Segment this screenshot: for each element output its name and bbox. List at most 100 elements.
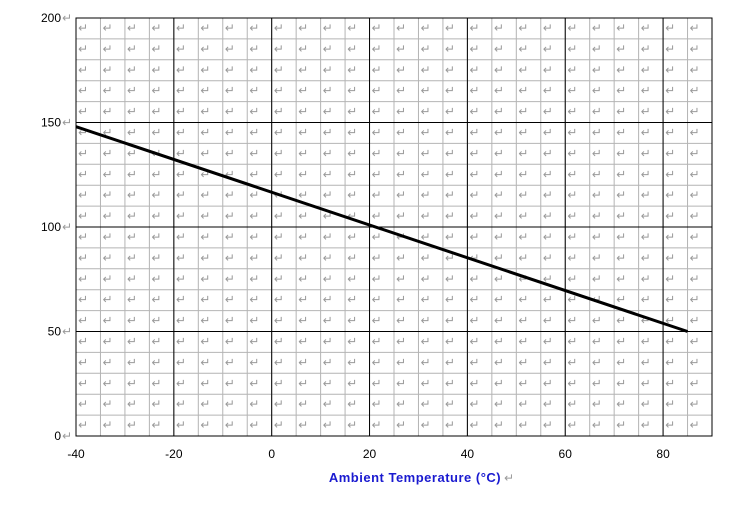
paragraph-mark: ↵ <box>690 230 700 244</box>
paragraph-mark: ↵ <box>494 105 504 119</box>
paragraph-mark: ↵ <box>543 42 553 56</box>
paragraph-mark: ↵ <box>641 376 651 390</box>
paragraph-mark: ↵ <box>396 376 406 390</box>
paragraph-mark: ↵ <box>543 355 553 369</box>
paragraph-mark: ↵ <box>641 63 651 77</box>
paragraph-mark: ↵ <box>616 42 626 56</box>
paragraph-mark: ↵ <box>567 63 577 77</box>
y-tick-label: 200 <box>41 11 61 25</box>
paragraph-mark: ↵ <box>469 167 479 181</box>
paragraph-mark: ↵ <box>78 21 88 35</box>
paragraph-mark: ↵ <box>543 167 553 181</box>
paragraph-mark: ↵ <box>274 42 284 56</box>
paragraph-mark: ↵ <box>665 167 675 181</box>
paragraph-mark: ↵ <box>176 376 186 390</box>
paragraph-mark: ↵ <box>102 314 112 328</box>
paragraph-mark: ↵ <box>665 42 675 56</box>
paragraph-mark: ↵ <box>641 293 651 307</box>
paragraph-mark: ↵ <box>102 188 112 202</box>
paragraph-mark: ↵ <box>200 42 210 56</box>
paragraph-mark: ↵ <box>372 126 382 140</box>
paragraph-mark: ↵ <box>347 397 357 411</box>
paragraph-mark: ↵ <box>420 314 430 328</box>
paragraph-mark: ↵ <box>494 63 504 77</box>
paragraph-mark: ↵ <box>396 397 406 411</box>
paragraph-mark: ↵ <box>518 42 528 56</box>
paragraph-mark: ↵ <box>690 355 700 369</box>
paragraph-mark: ↵ <box>592 272 602 286</box>
paragraph-mark: ↵ <box>396 105 406 119</box>
paragraph-mark: ↵ <box>323 293 333 307</box>
paragraph-mark: ↵ <box>200 293 210 307</box>
paragraph-mark: ↵ <box>445 84 455 98</box>
paragraph-mark: ↵ <box>298 418 308 432</box>
paragraph-mark: ↵ <box>592 397 602 411</box>
paragraph-mark: ↵ <box>102 397 112 411</box>
paragraph-mark: ↵ <box>274 293 284 307</box>
paragraph-mark: ↵ <box>102 376 112 390</box>
paragraph-mark: ↵ <box>518 397 528 411</box>
paragraph-mark: ↵ <box>151 42 161 56</box>
paragraph-mark: ↵ <box>249 209 259 223</box>
y-tick-label: 100 <box>41 220 61 234</box>
paragraph-mark: ↵ <box>78 376 88 390</box>
paragraph-mark: ↵ <box>225 84 235 98</box>
paragraph-mark: ↵ <box>274 230 284 244</box>
paragraph-mark: ↵ <box>176 188 186 202</box>
paragraph-mark: ↵ <box>641 126 651 140</box>
paragraph-mark: ↵ <box>592 146 602 160</box>
paragraph-mark: ↵ <box>274 355 284 369</box>
paragraph-mark: ↵ <box>396 251 406 265</box>
paragraph-mark: ↵ <box>347 418 357 432</box>
paragraph-mark: ↵ <box>127 314 137 328</box>
paragraph-mark: ↵ <box>690 376 700 390</box>
paragraph-mark: ↵ <box>616 397 626 411</box>
paragraph-mark: ↵ <box>616 84 626 98</box>
paragraph-mark: ↵ <box>420 397 430 411</box>
paragraph-mark: ↵ <box>249 146 259 160</box>
paragraph-mark: ↵ <box>543 251 553 265</box>
paragraph-mark: ↵ <box>543 63 553 77</box>
paragraph-mark: ↵ <box>274 84 284 98</box>
paragraph-mark: ↵ <box>298 376 308 390</box>
paragraph-mark: ↵ <box>78 230 88 244</box>
paragraph-mark: ↵ <box>494 335 504 349</box>
paragraph-mark: ↵ <box>347 293 357 307</box>
paragraph-mark: ↵ <box>102 209 112 223</box>
paragraph-mark: ↵ <box>469 105 479 119</box>
paragraph-mark: ↵ <box>641 397 651 411</box>
paragraph-mark: ↵ <box>567 126 577 140</box>
paragraph-mark: ↵ <box>176 146 186 160</box>
paragraph-mark: ↵ <box>690 314 700 328</box>
paragraph-mark: ↵ <box>151 314 161 328</box>
paragraph-mark: ↵ <box>347 21 357 35</box>
paragraph-mark: ↵ <box>249 355 259 369</box>
paragraph-mark: ↵ <box>641 105 651 119</box>
paragraph-mark: ↵ <box>641 209 651 223</box>
paragraph-mark: ↵ <box>78 42 88 56</box>
paragraph-mark: ↵ <box>641 418 651 432</box>
paragraph-mark: ↵ <box>690 209 700 223</box>
paragraph-mark: ↵ <box>592 105 602 119</box>
paragraph-mark: ↵ <box>323 376 333 390</box>
paragraph-mark: ↵ <box>298 146 308 160</box>
paragraph-mark: ↵ <box>469 293 479 307</box>
paragraph-mark: ↵ <box>616 105 626 119</box>
paragraph-mark: ↵ <box>445 397 455 411</box>
paragraph-mark: ↵ <box>445 188 455 202</box>
paragraph-mark: ↵ <box>567 84 577 98</box>
paragraph-mark: ↵ <box>176 251 186 265</box>
paragraph-mark: ↵ <box>420 335 430 349</box>
paragraph-mark: ↵ <box>151 272 161 286</box>
paragraph-mark: ↵ <box>690 126 700 140</box>
paragraph-mark: ↵ <box>127 126 137 140</box>
paragraph-mark: ↵ <box>518 167 528 181</box>
paragraph-mark: ↵ <box>151 251 161 265</box>
paragraph-mark: ↵ <box>274 105 284 119</box>
paragraph-mark: ↵ <box>372 105 382 119</box>
paragraph-mark: ↵ <box>665 146 675 160</box>
paragraph-mark: ↵ <box>225 376 235 390</box>
paragraph-mark: ↵ <box>274 314 284 328</box>
paragraph-mark: ↵ <box>102 167 112 181</box>
